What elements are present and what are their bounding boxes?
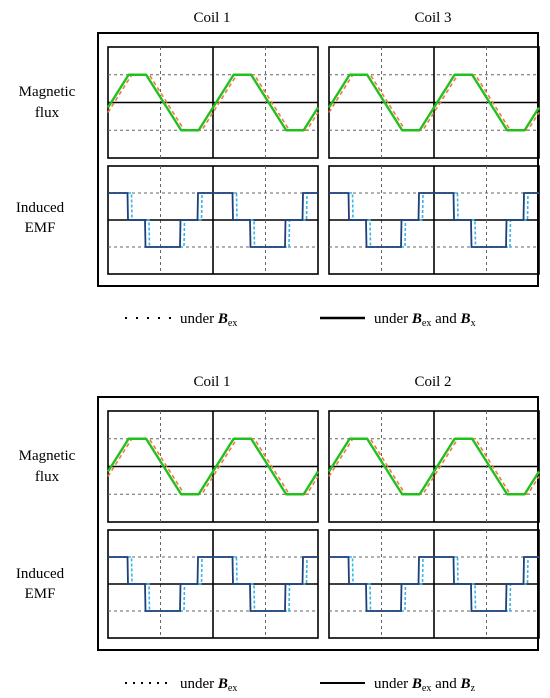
- emf-curve-solid: [108, 556, 318, 612]
- col-title-coil-left: Coil 1: [193, 374, 230, 390]
- row-label-emf-2: EMF: [25, 586, 56, 602]
- col-title-coil-right: Coil 2: [414, 374, 451, 390]
- flux-curve-dashed: [328, 73, 540, 132]
- flux-curve-solid: [106, 73, 320, 132]
- emf-panel-right: [328, 165, 540, 275]
- flux-panel-right: [327, 410, 541, 523]
- legend-solid-label: under Bex and Bx: [374, 311, 476, 329]
- legend-solid-label: under Bex and Bz: [374, 676, 476, 693]
- flux-curve-dashed: [328, 437, 540, 496]
- row-label-emf-1: Induced: [16, 566, 65, 582]
- row-label-emf-1: Induced: [16, 200, 65, 216]
- emf-panel-left: [107, 165, 319, 275]
- flux-curve-solid: [106, 437, 320, 496]
- emf-curve-solid: [329, 192, 539, 248]
- figure-1: Coil 1 Coil 3 Magnetic flux Induced EMF …: [16, 10, 541, 329]
- figure-2: Coil 1 Coil 2 Magnetic flux Induced EMF …: [16, 374, 541, 694]
- col-title-coil-right: Coil 3: [414, 10, 451, 26]
- emf-curve-solid: [108, 192, 318, 248]
- row-label-flux-2: flux: [35, 469, 60, 485]
- flux-curve-dashed: [107, 73, 319, 132]
- emf-panel-left: [107, 529, 319, 639]
- legend-dotted-label: under Bex: [180, 311, 237, 329]
- col-title-coil-left: Coil 1: [193, 10, 230, 26]
- row-label-flux-1: Magnetic: [19, 448, 76, 464]
- legend-dotted-label: under Bex: [180, 676, 237, 693]
- flux-curve-dashed: [107, 437, 319, 496]
- emf-panel-right: [328, 529, 540, 639]
- emf-curve-solid: [329, 556, 539, 612]
- flux-panel-right: [327, 46, 541, 159]
- flux-curve-solid: [327, 437, 541, 496]
- outer-frame: [97, 32, 539, 287]
- flux-panel-left: [106, 46, 320, 159]
- outer-frame: [97, 396, 539, 651]
- flux-curve-solid: [327, 73, 541, 132]
- flux-panel-left: [106, 410, 320, 523]
- row-label-flux-1: Magnetic: [19, 84, 76, 100]
- row-label-flux-2: flux: [35, 105, 60, 121]
- row-label-emf-2: EMF: [25, 220, 56, 236]
